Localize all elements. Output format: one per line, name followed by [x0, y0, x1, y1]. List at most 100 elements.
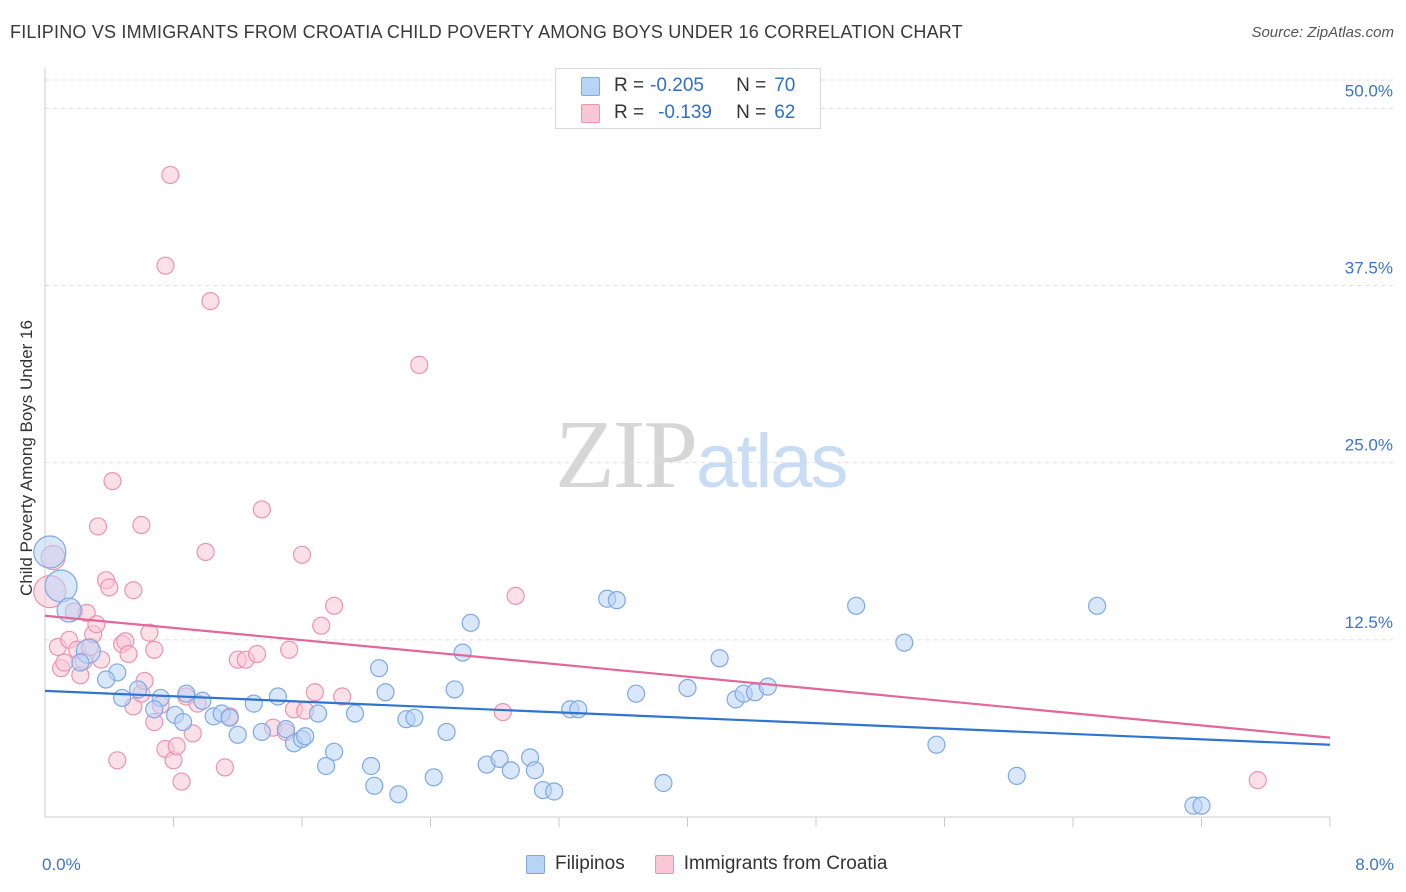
trend-lines — [44, 614, 1331, 746]
croatia-point-58 — [333, 687, 352, 706]
croatia-point-26 — [132, 515, 151, 535]
filipinos-point-1 — [44, 569, 78, 603]
n-label: N = — [736, 102, 767, 123]
source-label: Source: ZipAtlas.com — [1251, 24, 1394, 41]
legend-item-filipinos: Filipinos — [526, 853, 625, 875]
filipinos-point-56 — [710, 649, 729, 668]
y-tick-label-3: 50.0% — [1345, 81, 1393, 100]
filipinos-point-30 — [361, 756, 381, 776]
correlation-legend: R = -0.205 N = 70 R = -0.139 N = 62 — [555, 68, 821, 129]
grid — [45, 79, 1394, 641]
filipinos-point-41 — [461, 613, 480, 632]
chart-title: FILIPINO VS IMMIGRANTS FROM CROATIA CHIL… — [10, 22, 963, 42]
watermark-atlas: atlas — [696, 419, 849, 504]
filipinos-point-50 — [569, 700, 588, 719]
tick-labels: 12.5% 25.0% 37.5% 50.0% 0.0% 8.0% — [42, 81, 1394, 874]
filipinos-point-14 — [174, 712, 193, 732]
filipinos-point-25 — [296, 727, 315, 746]
y-tick-label-2: 37.5% — [1345, 259, 1393, 278]
filipinos-points — [33, 535, 1211, 815]
blue-swatch-icon — [526, 854, 545, 874]
croatia-point-19 — [108, 751, 127, 770]
legend-row-filipinos: R = -0.205 N = 70 — [581, 74, 795, 98]
filipinos-point-44 — [501, 761, 520, 780]
r-value: -0.205 — [650, 75, 704, 96]
croatia-point-34 — [161, 165, 180, 185]
n-value: 70 — [774, 75, 796, 96]
filipinos-point-17 — [220, 708, 239, 727]
croatia-point-22 — [119, 644, 138, 664]
watermark-zip: ZIP — [555, 401, 698, 509]
filipinos-point-43 — [490, 749, 509, 768]
croatia-point-47 — [247, 644, 267, 664]
croatia-point-37 — [172, 772, 191, 791]
croatia-trend-line — [44, 614, 1331, 739]
filipinos-point-33 — [376, 683, 395, 702]
croatia-point-43 — [215, 758, 234, 777]
croatia-point-42 — [201, 292, 220, 311]
filipinos-point-31 — [365, 776, 384, 795]
filipinos-point-38 — [437, 722, 456, 742]
n-label: N = — [736, 75, 767, 96]
filipinos-point-26 — [308, 704, 328, 723]
filipinos-point-52 — [607, 591, 626, 610]
croatia-point-48 — [252, 500, 271, 519]
filipinos-point-29 — [345, 704, 365, 723]
croatia-point-60 — [493, 703, 512, 722]
croatia-point-36 — [167, 737, 186, 756]
croatia-points — [33, 165, 1267, 791]
r-value: -0.139 — [658, 102, 712, 123]
legend-row-croatia: R = -0.139 N = 62 — [581, 101, 795, 125]
filipinos-point-0 — [33, 535, 67, 569]
filipinos-point-48 — [545, 782, 564, 801]
croatia-point-15 — [88, 517, 108, 536]
croatia-point-51 — [280, 640, 299, 659]
n-value: 62 — [774, 102, 796, 123]
filipinos-point-36 — [405, 708, 424, 727]
filipinos-point-64 — [1007, 766, 1026, 785]
croatia-point-18 — [103, 471, 122, 491]
filipinos-point-65 — [1087, 596, 1107, 615]
filipinos-trend-line — [44, 689, 1331, 746]
filipinos-point-11 — [193, 691, 212, 710]
croatia-point-57 — [325, 596, 344, 615]
legend-item-croatia: Immigrants from Croatia — [654, 853, 888, 875]
filipinos-point-63 — [927, 735, 946, 754]
legend-label-croatia: Immigrants from Croatia — [683, 853, 888, 874]
croatia-point-28 — [140, 623, 159, 642]
filipinos-point-34 — [389, 785, 408, 804]
filipinos-point-27 — [316, 756, 336, 776]
r-label: R = — [614, 75, 645, 96]
croatia-point-41 — [196, 542, 215, 562]
filipinos-point-6 — [96, 670, 116, 689]
series-legend: Filipinos Immigrants from Croatia — [526, 852, 917, 876]
filipinos-point-46 — [525, 761, 545, 780]
filipinos-point-21 — [268, 687, 288, 706]
croatia-point-56 — [312, 616, 331, 635]
y-tick-label-1: 25.0% — [1345, 436, 1393, 455]
legend-label-filipinos: Filipinos — [555, 853, 625, 874]
axes — [44, 68, 1331, 827]
watermark: ZIPatlas — [555, 404, 849, 504]
filipinos-point-54 — [654, 773, 673, 793]
croatia-point-59 — [410, 355, 429, 374]
croatia-point-4 — [55, 653, 74, 672]
croatia-point-33 — [156, 256, 175, 275]
filipinos-point-60 — [758, 677, 777, 696]
r-label: R = — [614, 102, 645, 123]
croatia-point-62 — [1248, 771, 1267, 790]
croatia-point-29 — [145, 640, 164, 659]
croatia-point-55 — [305, 683, 324, 702]
x-tick-label-0: 0.0% — [42, 855, 81, 874]
croatia-point-13 — [87, 615, 106, 634]
filipinos-point-28 — [325, 742, 344, 761]
croatia-point-61 — [506, 586, 525, 606]
filipinos-point-4 — [71, 653, 90, 672]
y-axis-label: Child Poverty Among Boys Under 16 — [17, 320, 36, 596]
filipinos-point-7 — [112, 688, 132, 708]
croatia-point-53 — [292, 545, 312, 564]
filipinos-point-40 — [453, 643, 472, 662]
filipinos-point-62 — [895, 633, 914, 652]
filipinos-point-12 — [145, 700, 164, 719]
